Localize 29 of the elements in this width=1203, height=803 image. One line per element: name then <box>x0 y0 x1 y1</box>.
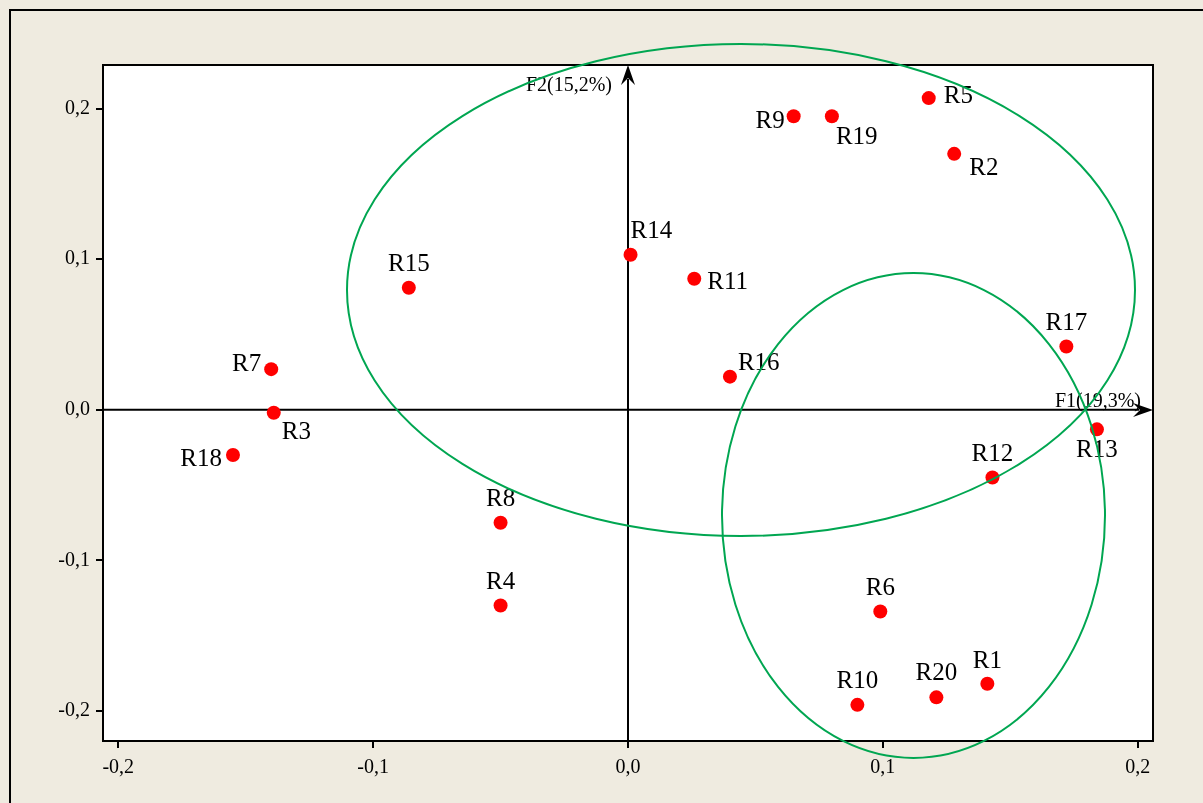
ref-line-label: F2(15,2%) <box>525 73 612 96</box>
series-label: R20 <box>915 657 958 685</box>
y-tick-label: -0,1 <box>58 547 90 570</box>
x-tick-label: 0,1 <box>870 755 896 778</box>
series-label: R7 <box>232 348 262 376</box>
series-label: R14 <box>630 216 673 244</box>
y-tick-label: 0,1 <box>65 246 90 269</box>
series-label: R8 <box>485 484 516 512</box>
series-label: R9 <box>755 105 785 133</box>
y-tick-label: -0,2 <box>58 698 90 721</box>
series-label: R12 <box>971 439 1014 467</box>
series-label: R5 <box>943 80 973 108</box>
series-label: R2 <box>969 153 999 181</box>
series-label: R19 <box>835 121 878 149</box>
series-label: R17 <box>1045 308 1088 336</box>
y-tick-label: 0,0 <box>65 397 90 420</box>
series-label: R4 <box>485 567 516 595</box>
x-tick-label: 0,2 <box>1125 755 1151 778</box>
series-label: R11 <box>707 267 749 295</box>
series-label: R15 <box>387 249 430 277</box>
series-label: R6 <box>865 573 895 601</box>
series-label: R18 <box>180 443 222 471</box>
x-tick-label: -0,1 <box>357 755 389 778</box>
x-tick-label: -0,2 <box>102 755 135 778</box>
series-label: R10 <box>836 666 879 694</box>
y-tick-label: 0,2 <box>65 95 90 118</box>
x-tick-label: 0,0 <box>615 755 641 778</box>
series-label: R3 <box>281 417 311 445</box>
series-label: R1 <box>972 646 1002 674</box>
